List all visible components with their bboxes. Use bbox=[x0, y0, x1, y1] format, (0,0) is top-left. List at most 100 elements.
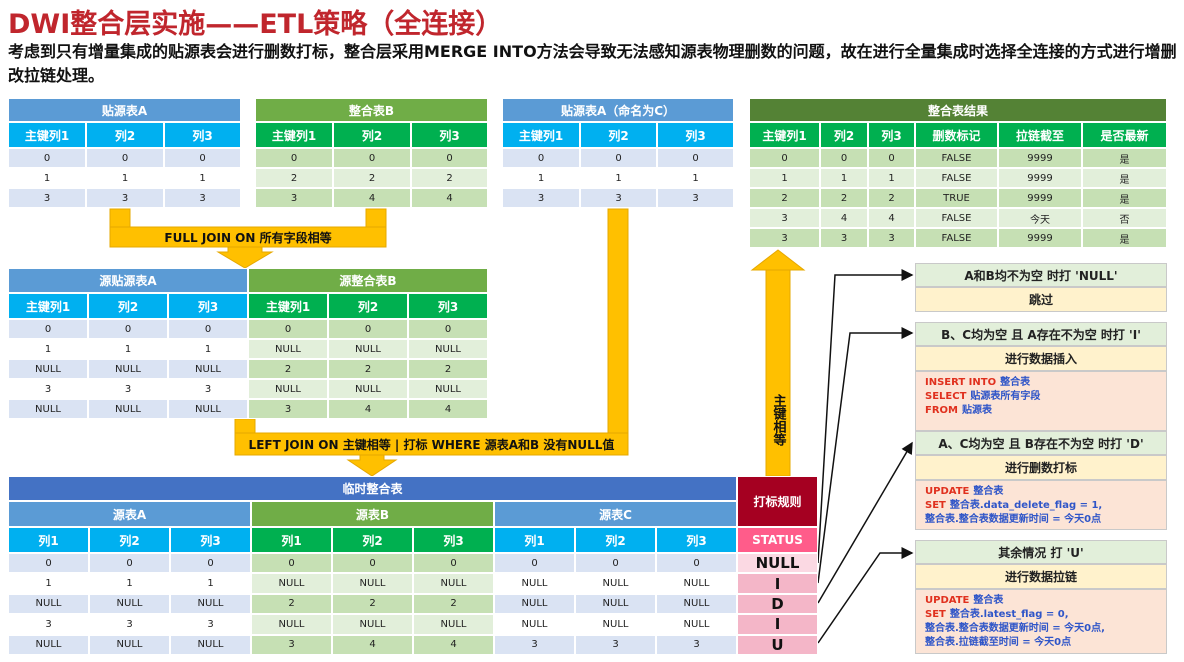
cell: NULL bbox=[656, 614, 737, 635]
column-header: 主键列1 bbox=[8, 293, 88, 319]
cell: NULL bbox=[575, 593, 656, 615]
cell: NULL bbox=[89, 593, 170, 615]
cell: NULL bbox=[328, 379, 408, 399]
code-line: INSERT INTO 整合表 bbox=[925, 376, 1157, 390]
cell: 是 bbox=[1082, 168, 1167, 188]
cell: 3 bbox=[170, 614, 251, 635]
cell: NULL bbox=[656, 573, 737, 594]
column-header: 是否最新 bbox=[1082, 122, 1167, 148]
column-header: 列2 bbox=[333, 122, 411, 148]
code-text: 整合表.整合表数据更新时间 = 今天0点 bbox=[925, 514, 1102, 525]
code-keyword: UPDATE bbox=[925, 595, 970, 606]
status-cell: I bbox=[737, 573, 818, 594]
status-cell: NULL bbox=[737, 553, 818, 574]
cell: 3 bbox=[8, 614, 89, 635]
cell: 0 bbox=[580, 148, 657, 168]
code-text: 整合表.data_delete_flag = 1, bbox=[949, 500, 1103, 511]
cell: 0 bbox=[170, 553, 251, 574]
code-line: 整合表.整合表数据更新时间 = 今天0点, bbox=[925, 622, 1157, 636]
code-text: 贴源表 bbox=[961, 405, 992, 416]
cell: TRUE bbox=[915, 188, 998, 208]
cell: 2 bbox=[868, 188, 915, 208]
table-title: 整合表B bbox=[255, 98, 488, 122]
column-header: 列3 bbox=[656, 527, 737, 553]
code-text: 整合表 bbox=[1000, 377, 1031, 388]
cell: 3 bbox=[575, 634, 656, 655]
cell: 3 bbox=[255, 188, 333, 208]
rule-condition: 其余情况 打 'U' bbox=[915, 540, 1167, 564]
cell: 3 bbox=[749, 228, 820, 248]
cell: 3 bbox=[88, 379, 168, 399]
cell: NULL bbox=[251, 614, 332, 635]
cell: 1 bbox=[8, 168, 86, 188]
code-block: UPDATE 整合表 SET 整合表.data_delete_flag = 1, 整合表… bbox=[915, 480, 1167, 530]
cell: 否 bbox=[1082, 208, 1167, 228]
code-line: 整合表.拉链截至时间 = 今天0点 bbox=[925, 636, 1157, 650]
cell: NULL bbox=[248, 339, 328, 359]
cell: 4 bbox=[868, 208, 915, 228]
code-line: SELECT 贴源表所有字段 bbox=[925, 390, 1157, 404]
cell: 0 bbox=[413, 553, 494, 574]
cell: NULL bbox=[251, 573, 332, 594]
cell: NULL bbox=[88, 359, 168, 379]
cell: 1 bbox=[820, 168, 868, 188]
cell: 4 bbox=[411, 188, 488, 208]
cell: 0 bbox=[248, 319, 328, 339]
rule-condition: B、C均为空 且 A存在不为空 时打 'I' bbox=[915, 322, 1167, 346]
cell: 1 bbox=[170, 573, 251, 594]
code-line: 整合表.整合表数据更新时间 = 今天0点 bbox=[925, 513, 1157, 527]
column-header: 主键列1 bbox=[248, 293, 328, 319]
cell: NULL bbox=[8, 593, 89, 615]
cell: 0 bbox=[88, 319, 168, 339]
cell: 1 bbox=[502, 168, 580, 188]
cell: NULL bbox=[494, 573, 575, 594]
cell: 4 bbox=[328, 399, 408, 419]
cell: 2 bbox=[332, 593, 413, 615]
column-header: 列1 bbox=[251, 527, 332, 553]
cell: NULL bbox=[8, 399, 88, 419]
cell: NULL bbox=[88, 399, 168, 419]
column-header: 列3 bbox=[411, 122, 488, 148]
cell: 9999 bbox=[998, 168, 1082, 188]
cell: NULL bbox=[170, 634, 251, 655]
cell: 0 bbox=[8, 553, 89, 574]
cell: NULL bbox=[168, 359, 248, 379]
cell: 0 bbox=[575, 553, 656, 574]
cell: 1 bbox=[164, 168, 241, 188]
column-header: 列2 bbox=[328, 293, 408, 319]
cell: 1 bbox=[8, 339, 88, 359]
cell: 0 bbox=[86, 148, 164, 168]
code-text: 整合表 bbox=[973, 595, 1004, 606]
column-header: 删数标记 bbox=[915, 122, 998, 148]
cell: 2 bbox=[255, 168, 333, 188]
cell: 2 bbox=[251, 593, 332, 615]
code-text: 整合表 bbox=[973, 486, 1004, 497]
cell: FALSE bbox=[915, 148, 998, 168]
rule-title: 打标规则 bbox=[737, 476, 818, 527]
cell: 2 bbox=[408, 359, 488, 379]
cell: 0 bbox=[255, 148, 333, 168]
cell: 0 bbox=[8, 148, 86, 168]
code-keyword: UPDATE bbox=[925, 486, 970, 497]
status-cell: D bbox=[737, 593, 818, 615]
code-line: SET 整合表.latest_flag = 0, bbox=[925, 608, 1157, 622]
join-label: FULL JOIN ON 所有字段相等 bbox=[164, 230, 332, 245]
column-header: 列2 bbox=[332, 527, 413, 553]
cell: 0 bbox=[328, 319, 408, 339]
rule-action: 进行删数打标 bbox=[915, 455, 1167, 480]
cell: 2 bbox=[333, 168, 411, 188]
code-block: UPDATE 整合表 SET 整合表.latest_flag = 0, 整合表.整合表数… bbox=[915, 589, 1167, 654]
cell: 3 bbox=[820, 228, 868, 248]
cell: 3 bbox=[494, 634, 575, 655]
cell: 3 bbox=[8, 188, 86, 208]
cell: NULL bbox=[328, 339, 408, 359]
group-title: 源整合表B bbox=[248, 268, 488, 293]
cell: NULL bbox=[575, 614, 656, 635]
cell: 是 bbox=[1082, 188, 1167, 208]
column-header: 主键列1 bbox=[8, 122, 86, 148]
cell: NULL bbox=[332, 573, 413, 594]
code-line: UPDATE 整合表 bbox=[925, 594, 1157, 608]
cell: 3 bbox=[502, 188, 580, 208]
cell: 4 bbox=[333, 188, 411, 208]
